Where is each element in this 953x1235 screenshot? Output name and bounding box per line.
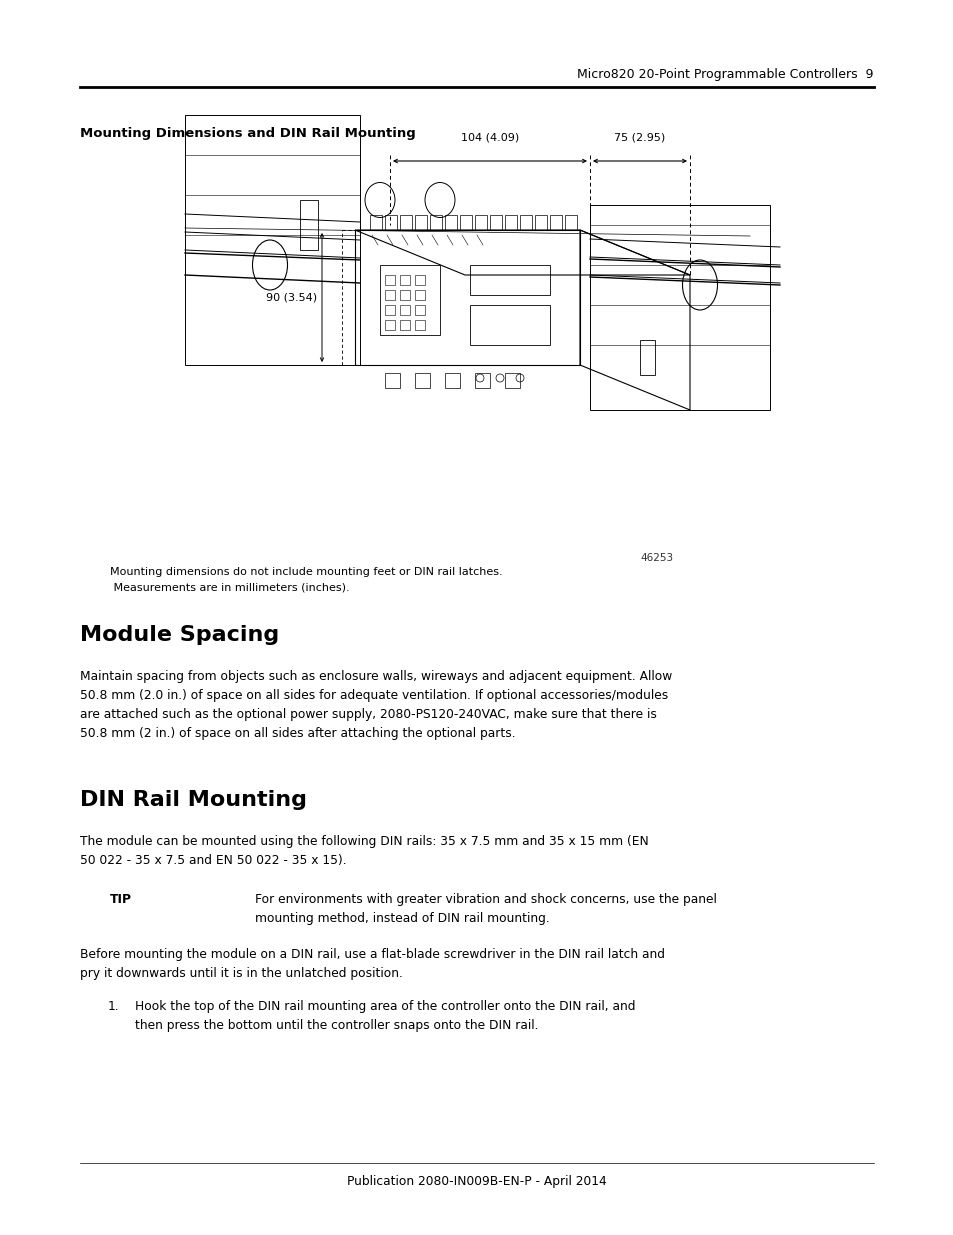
Bar <box>399 290 410 300</box>
Bar <box>504 373 519 388</box>
Bar <box>385 290 395 300</box>
Bar <box>415 320 424 330</box>
Bar <box>299 200 317 249</box>
Text: Mounting dimensions do not include mounting feet or DIN rail latches.: Mounting dimensions do not include mount… <box>110 567 502 577</box>
Bar <box>639 340 655 375</box>
Bar <box>385 275 395 285</box>
Bar <box>459 215 472 230</box>
Bar <box>355 230 579 366</box>
Text: 75 (2.95): 75 (2.95) <box>614 133 665 143</box>
Text: 104 (4.09): 104 (4.09) <box>460 133 518 143</box>
Text: Maintain spacing from objects such as enclosure walls, wireways and adjacent equ: Maintain spacing from objects such as en… <box>80 671 672 740</box>
Bar <box>470 266 550 295</box>
Text: 1.: 1. <box>108 1000 119 1013</box>
Text: Module Spacing: Module Spacing <box>80 625 279 645</box>
Bar <box>385 320 395 330</box>
Bar <box>490 215 501 230</box>
Text: DIN Rail Mounting: DIN Rail Mounting <box>80 790 307 810</box>
Bar <box>564 215 577 230</box>
Bar <box>399 305 410 315</box>
Bar <box>444 215 456 230</box>
Bar <box>385 305 395 315</box>
Bar <box>475 373 490 388</box>
Bar <box>550 215 561 230</box>
Text: The module can be mounted using the following DIN rails: 35 x 7.5 mm and 35 x 15: The module can be mounted using the foll… <box>80 835 648 867</box>
Bar <box>385 373 399 388</box>
Bar <box>399 320 410 330</box>
Bar <box>589 205 769 410</box>
Text: For environments with greater vibration and shock concerns, use the panel
mounti: For environments with greater vibration … <box>254 893 716 925</box>
Bar <box>399 215 412 230</box>
Bar <box>370 215 381 230</box>
Text: Micro820 20-Point Programmable Controllers  9: Micro820 20-Point Programmable Controlle… <box>577 68 873 82</box>
Text: 46253: 46253 <box>639 553 673 563</box>
Text: Publication 2080-IN009B-EN-P - April 2014: Publication 2080-IN009B-EN-P - April 201… <box>347 1174 606 1188</box>
Text: Measurements are in millimeters (inches).: Measurements are in millimeters (inches)… <box>110 583 349 593</box>
Bar <box>415 215 427 230</box>
Bar <box>444 373 459 388</box>
Bar <box>430 215 441 230</box>
Bar <box>385 215 396 230</box>
Text: Hook the top of the DIN rail mounting area of the controller onto the DIN rail, : Hook the top of the DIN rail mounting ar… <box>135 1000 635 1032</box>
Bar <box>519 215 532 230</box>
Bar <box>415 275 424 285</box>
Bar <box>415 373 430 388</box>
Bar <box>399 275 410 285</box>
Bar <box>415 305 424 315</box>
Bar <box>475 215 486 230</box>
Bar <box>185 115 359 366</box>
Text: Before mounting the module on a DIN rail, use a flat-blade screwdriver in the DI: Before mounting the module on a DIN rail… <box>80 948 664 981</box>
Bar <box>379 266 439 335</box>
Bar <box>535 215 546 230</box>
Bar <box>415 290 424 300</box>
Text: Mounting Dimensions and DIN Rail Mounting: Mounting Dimensions and DIN Rail Mountin… <box>80 127 416 140</box>
Text: 90 (3.54): 90 (3.54) <box>266 293 316 303</box>
Text: TIP: TIP <box>110 893 132 906</box>
Bar <box>470 305 550 345</box>
Bar <box>504 215 517 230</box>
